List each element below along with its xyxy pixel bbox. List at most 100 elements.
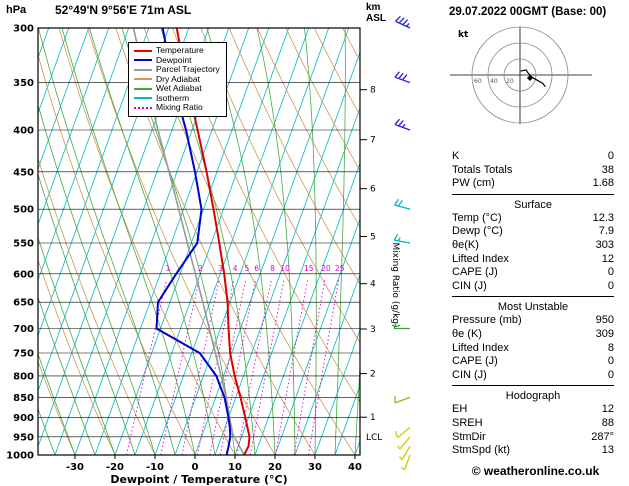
wind-barb — [397, 436, 411, 450]
index-value: 0 — [607, 355, 614, 368]
index-row: Lifted Index 8 — [452, 342, 614, 356]
dry-adiabat-line — [228, 28, 360, 285]
mixing-ratio-line — [249, 279, 285, 455]
km-label: km — [366, 2, 381, 13]
index-label: CAPE (J) — [452, 266, 498, 279]
isotherm-line — [38, 28, 90, 171]
index-label: θe (K) — [452, 327, 482, 340]
index-label: θe(K) — [452, 238, 479, 251]
temp-tick-label: -20 — [106, 462, 124, 473]
mixing-ratio-line — [181, 279, 220, 455]
pressure-tick-label: 950 — [13, 432, 34, 443]
index-value: 1.68 — [592, 177, 614, 190]
isotherm-line — [38, 28, 130, 282]
index-row: SREH 88 — [452, 417, 614, 431]
mixing-ratio-line — [293, 279, 326, 455]
mixing-ratio-line — [209, 279, 247, 455]
legend-label: Dewpoint — [156, 54, 192, 65]
storm-motion-marker — [526, 75, 533, 82]
index-row: PW (cm) 1.68 — [452, 177, 614, 191]
index-value: 12 — [601, 252, 614, 265]
pressure-tick-label: 550 — [13, 239, 34, 250]
wet-adiabat-line — [38, 352, 76, 455]
sounding-curves — [132, 28, 251, 455]
index-row: Totals Totals 38 — [452, 164, 614, 178]
mixing-ratio-value-label: 1 — [166, 264, 171, 273]
index-row: CAPE (J) 0 — [452, 355, 614, 369]
isotherm-line — [254, 162, 360, 455]
dry-adiabat-line — [38, 360, 76, 455]
index-label: Lifted Index — [452, 252, 509, 265]
index-value: 950 — [595, 314, 614, 327]
pressure-tick-label: 500 — [13, 205, 34, 216]
wet-adiabat-line — [334, 28, 346, 455]
hodograph-ring-label: 60 — [474, 78, 482, 85]
pressure-tick-label: 900 — [13, 413, 34, 424]
parcel-trajectory-curve — [132, 28, 245, 455]
pressure-tick-label: 650 — [13, 298, 34, 309]
wind-barb — [394, 395, 411, 404]
mixing-ratio-line — [219, 279, 256, 455]
index-label: StmDir — [452, 430, 486, 443]
pressure-tick-label: 400 — [13, 126, 34, 137]
index-value: 0 — [607, 150, 614, 162]
index-row: Lifted Index 12 — [452, 253, 614, 267]
index-section-title: Surface — [514, 198, 552, 211]
km-tick-label: 8 — [370, 86, 376, 96]
temp-tick-label: 20 — [268, 462, 282, 473]
legend-swatch — [134, 49, 152, 52]
index-value: 88 — [601, 416, 614, 429]
wind-barb — [401, 454, 411, 471]
index-value: 13 — [601, 444, 614, 457]
temp-tick-label: 10 — [228, 462, 242, 473]
indices-panel: K 0 Totals Totals 38 PW (cm) 1.68 Surface Temp … — [452, 150, 614, 458]
index-value: 0 — [607, 266, 614, 279]
legend-swatch — [134, 78, 152, 81]
isotherm-line — [38, 28, 150, 337]
mixing-ratio-line — [308, 279, 340, 455]
wet-adiabat-line — [304, 28, 317, 455]
dry-adiabat-line — [313, 28, 360, 117]
x-axis-title: Dewpoint / Temperature (°C) — [110, 473, 287, 486]
km-tick-label: 4 — [370, 280, 376, 290]
km-tick-label: 1 — [370, 413, 376, 423]
index-section-title: Most Unstable — [497, 301, 569, 314]
mixing-ratio-value-label: 3 — [218, 264, 223, 273]
km-tick-label: 2 — [370, 370, 376, 380]
index-label: PW (cm) — [452, 177, 495, 190]
index-value: 309 — [595, 327, 614, 340]
altitude-axis-label: km ASL — [366, 2, 386, 24]
hodograph-unit-label: kt — [458, 30, 469, 40]
chart-legend: Temperature Dewpoint Parcel Trajectory Dry … — [128, 42, 227, 117]
index-value: 303 — [595, 238, 614, 251]
index-value: 287° — [591, 430, 614, 443]
dewpoint-curve — [155, 28, 232, 455]
hodograph-ring-label: 20 — [506, 78, 514, 85]
index-row: Dewp (°C) 7.9 — [452, 225, 614, 239]
index-label: Temp (°C) — [452, 211, 502, 224]
isotherm-line — [114, 28, 270, 455]
dry-adiabat-line — [285, 28, 360, 172]
mixing-ratio-value-label: 25 — [335, 264, 345, 273]
index-label: Lifted Index — [452, 341, 509, 354]
index-section-title: Hodograph — [505, 390, 561, 403]
legend-label: Isotherm — [156, 92, 190, 103]
index-value: 8 — [607, 341, 614, 354]
pressure-tick-label: 800 — [13, 371, 34, 382]
section-divider — [452, 296, 614, 298]
mixing-ratio-value-label: 4 — [233, 264, 238, 273]
legend-item: Parcel Trajectory — [134, 64, 220, 75]
index-value: 0 — [607, 368, 614, 381]
temp-tick-label: -10 — [146, 462, 164, 473]
index-value: 7.9 — [598, 225, 614, 238]
legend-swatch — [134, 106, 152, 109]
isotherm-line — [38, 28, 70, 115]
dry-adiabat-line — [371, 28, 445, 455]
wet-adiabat-line — [38, 407, 56, 455]
isotherm-line — [274, 217, 360, 455]
mixing-ratio-value-label: 15 — [304, 264, 314, 273]
mixing-ratio-line — [126, 279, 168, 455]
legend-item: Mixing Ratio — [134, 102, 220, 113]
